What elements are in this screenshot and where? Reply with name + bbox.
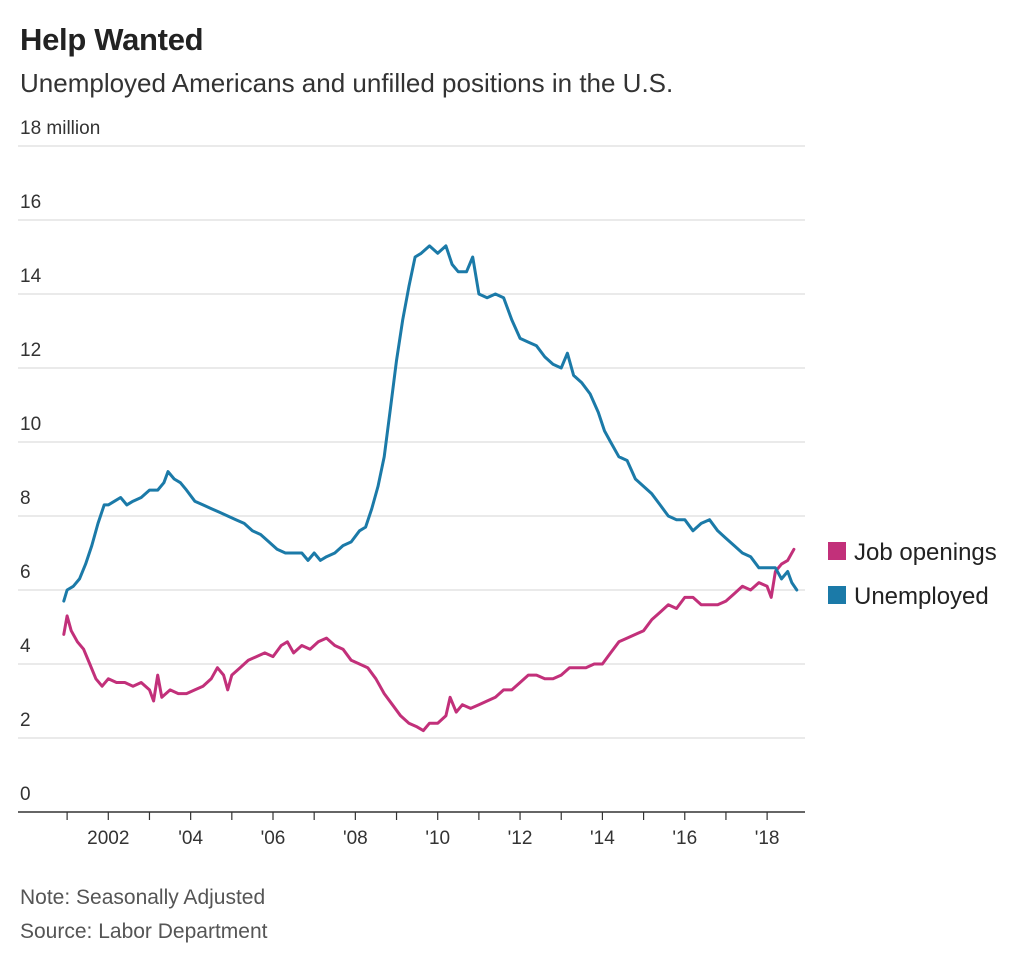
x-tick-label-2018: '18	[755, 828, 780, 849]
x-tick-label-2006: '06	[261, 828, 286, 849]
y-tick-label-18: 18 million	[20, 118, 100, 139]
x-tick-label-2008: '08	[343, 828, 368, 849]
x-tick-label-2014: '14	[590, 828, 615, 849]
y-tick-label-12: 12	[20, 340, 41, 361]
y-tick-label-6: 6	[20, 562, 31, 583]
x-tick-label-2016: '16	[672, 828, 697, 849]
y-tick-label-8: 8	[20, 488, 31, 509]
x-tick-label-2012: '12	[508, 828, 533, 849]
chart-title: Help Wanted	[20, 22, 204, 57]
series-lines	[62, 244, 799, 733]
y-tick-label-2: 2	[20, 710, 31, 731]
x-tick-label-2004: '04	[178, 828, 203, 849]
legend-label-job-openings: Job openings	[854, 539, 997, 566]
legend-label-unemployed: Unemployed	[854, 583, 989, 610]
y-tick-label-16: 16	[20, 192, 41, 213]
x-axis: 2002 '04 '06 '08 '10 '12 '14 '16 '18	[18, 811, 805, 849]
y-tick-label-4: 4	[20, 636, 31, 657]
series-line-unemployed	[62, 244, 799, 603]
y-tick-label-0: 0	[20, 784, 31, 805]
gridlines	[18, 145, 805, 739]
legend-swatch-unemployed	[828, 586, 846, 604]
y-tick-label-10: 10	[20, 414, 41, 435]
x-tick-label-2010: '10	[425, 828, 450, 849]
series-line-job-openings	[62, 547, 796, 733]
y-tick-label-14: 14	[20, 266, 42, 287]
x-tick-label-2002: 2002	[87, 828, 129, 849]
legend-swatch-job-openings	[828, 542, 846, 560]
chart-note: Note: Seasonally Adjusted	[20, 886, 266, 909]
line-chart: 0 2 4 6 8 10 12 14 16 18 million 2002 '04 '06 '08 '10…	[18, 118, 997, 849]
chart-source: Source: Labor Department	[20, 920, 268, 943]
chart-subtitle: Unemployed Americans and unfilled positi…	[20, 68, 674, 98]
legend: Job openings Unemployed	[828, 539, 997, 610]
y-axis-labels: 0 2 4 6 8 10 12 14 16 18 million	[20, 118, 100, 805]
